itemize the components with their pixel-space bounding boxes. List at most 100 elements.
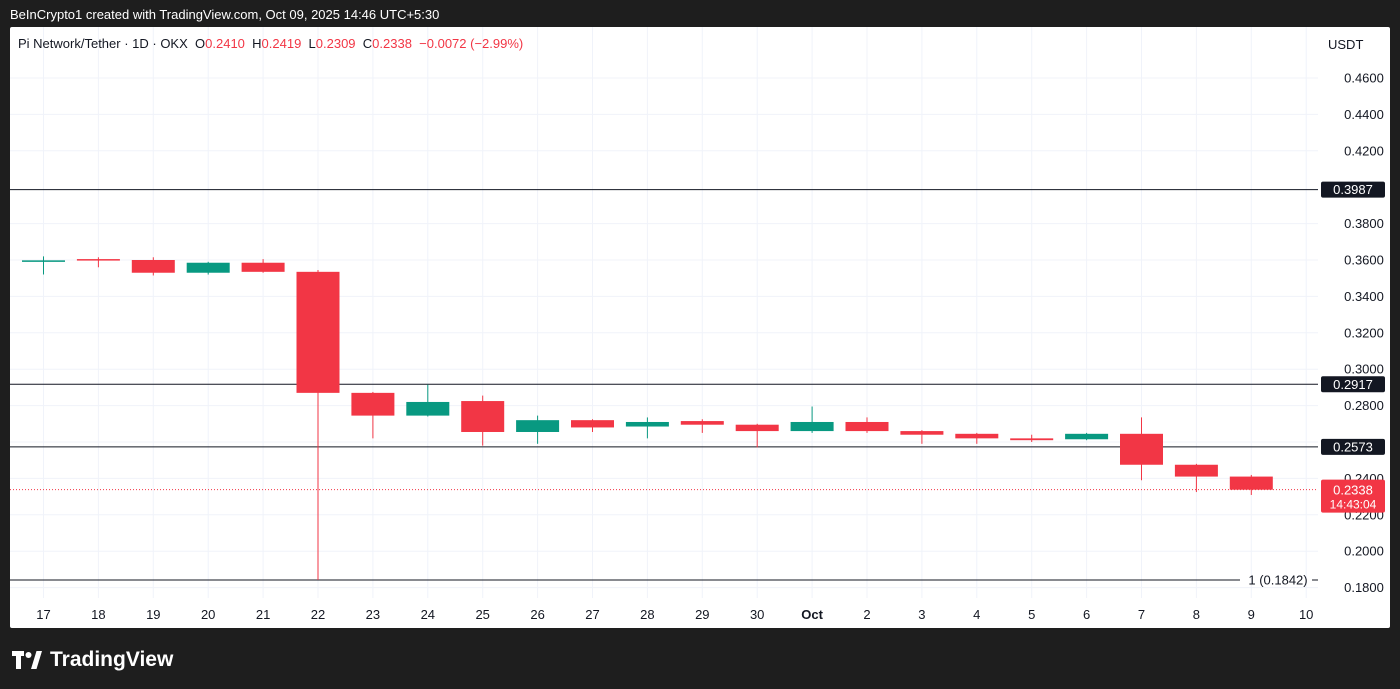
close-label: C xyxy=(362,36,373,51)
x-tick-label: 4 xyxy=(973,607,980,622)
high-value: 0.2419 xyxy=(261,36,302,51)
x-tick-label: 3 xyxy=(918,607,925,622)
price-axis: 0.4600 0.4400 0.4200 0.3800 0.3600 0.3400 0.32… xyxy=(1344,71,1384,596)
current-price-label: 0.2338 xyxy=(1333,483,1373,498)
level-badge xyxy=(1321,438,1385,455)
candle[interactable] xyxy=(351,391,395,439)
x-tick-label: 25 xyxy=(475,607,489,622)
x-tick-label: 19 xyxy=(146,607,160,622)
candlestick-chart[interactable]: 1 (0.1842) 0.4600 0.4400 0.4200 0.3800 0.360… xyxy=(10,27,1390,628)
candle[interactable] xyxy=(461,395,505,446)
y-tick-label: 0.3400 xyxy=(1344,289,1384,304)
level-badge xyxy=(1321,181,1385,198)
tradingview-logo-icon xyxy=(12,651,42,669)
y-tick-label: 0.1800 xyxy=(1344,580,1384,595)
candle[interactable] xyxy=(76,257,120,268)
candle[interactable] xyxy=(22,256,65,275)
x-tick-label: 22 xyxy=(311,607,325,622)
low-label: L xyxy=(308,36,316,51)
x-tick-label: 26 xyxy=(530,607,544,622)
candle[interactable] xyxy=(735,423,779,448)
candle[interactable] xyxy=(1065,432,1109,441)
candle[interactable] xyxy=(625,417,669,439)
candle-body xyxy=(1229,476,1273,490)
x-tick-label: 24 xyxy=(421,607,435,622)
x-tick-label: 20 xyxy=(201,607,215,622)
candle[interactable] xyxy=(571,419,614,432)
close-value: 0.2338 xyxy=(372,36,412,51)
level-badge-label: 0.3987 xyxy=(1333,182,1373,197)
x-tick-label: 30 xyxy=(750,607,764,622)
logo-text: TradingView xyxy=(50,648,174,671)
candle-body xyxy=(735,424,779,432)
countdown-label: 14:43:04 xyxy=(1330,498,1377,512)
candle-body xyxy=(1174,464,1218,477)
horizontal-levels: 1 (0.1842) xyxy=(10,189,1318,587)
grid xyxy=(10,27,1318,598)
change-value: −0.0072 (−2.99%) xyxy=(419,36,524,51)
candle[interactable] xyxy=(186,261,230,275)
x-tick-label: 8 xyxy=(1193,607,1200,622)
x-tick-label: 2 xyxy=(863,607,870,622)
open-label: O xyxy=(195,36,206,51)
x-tick-label: 5 xyxy=(1028,607,1035,622)
low-value: 0.2309 xyxy=(315,36,356,51)
level-badge-label: 0.2917 xyxy=(1333,377,1373,392)
candle[interactable] xyxy=(680,419,724,433)
candle-body xyxy=(351,392,395,416)
candle-body xyxy=(845,421,889,432)
currency-label[interactable]: USDT xyxy=(1328,37,1364,52)
candle[interactable] xyxy=(296,270,340,580)
candle[interactable] xyxy=(241,259,285,273)
candle-body xyxy=(900,431,944,435)
tradingview-logo[interactable]: TradingView xyxy=(12,648,173,672)
candle[interactable] xyxy=(1010,434,1054,442)
candle-body xyxy=(571,420,614,428)
y-tick-label: 0.4400 xyxy=(1344,107,1384,122)
x-tick-label: 6 xyxy=(1083,607,1090,622)
chart-caption: BeInCrypto1 created with TradingView.com… xyxy=(10,7,440,22)
x-tick-label: 9 xyxy=(1248,607,1255,622)
candle[interactable] xyxy=(516,415,560,444)
candle-body xyxy=(625,421,669,427)
y-tick-label: 0.2800 xyxy=(1344,398,1384,413)
candle[interactable] xyxy=(900,430,944,444)
candle[interactable] xyxy=(131,257,175,276)
symbol-info: Pi Network/Tether · 1D · OKX xyxy=(18,36,188,51)
open-value: 0.2410 xyxy=(205,36,245,51)
x-tick-label: 7 xyxy=(1138,607,1145,622)
x-tick-label: 10 xyxy=(1299,607,1313,622)
candle[interactable] xyxy=(406,384,450,417)
candle-body xyxy=(241,262,285,272)
high-label: H xyxy=(252,36,262,51)
candle[interactable] xyxy=(790,406,834,433)
candle[interactable] xyxy=(845,417,889,433)
candles xyxy=(22,256,1273,580)
chart-panel[interactable]: 1 (0.1842) 0.4600 0.4400 0.4200 0.3800 0.360… xyxy=(10,27,1390,628)
x-tick-label: 28 xyxy=(640,607,654,622)
candle[interactable] xyxy=(1174,463,1218,493)
candle-body xyxy=(186,262,230,273)
candle[interactable] xyxy=(1120,417,1163,481)
ohlc-legend: Pi Network/Tether · 1D · OKX O0.2410 H0.… xyxy=(18,36,523,51)
x-tick-label: 18 xyxy=(91,607,105,622)
y-tick-label: 0.3000 xyxy=(1344,362,1384,377)
low-marker-label: 1 (0.1842) xyxy=(1248,572,1307,587)
x-tick-label: 21 xyxy=(256,607,270,622)
candle-body xyxy=(1010,438,1054,441)
candle-body xyxy=(790,421,834,432)
x-tick-label: 29 xyxy=(695,607,709,622)
time-axis: 17 18 19 20 21 22 23 24 25 26 27 28 29 30 Oct 2 3 4 5 6 7 8 9 1… xyxy=(36,607,1313,622)
y-tick-label: 0.4200 xyxy=(1344,143,1384,158)
level-badge-label: 0.2573 xyxy=(1333,439,1373,454)
x-tick-label: 27 xyxy=(585,607,599,622)
candle-body xyxy=(516,420,560,432)
candle[interactable] xyxy=(1229,474,1273,495)
x-tick-label: 23 xyxy=(366,607,380,622)
x-tick-label: Oct xyxy=(801,607,823,622)
candle-body xyxy=(76,259,120,261)
candle-body xyxy=(22,260,65,262)
candle-body xyxy=(406,401,450,416)
candle[interactable] xyxy=(955,432,999,444)
candle-body xyxy=(1120,433,1163,465)
